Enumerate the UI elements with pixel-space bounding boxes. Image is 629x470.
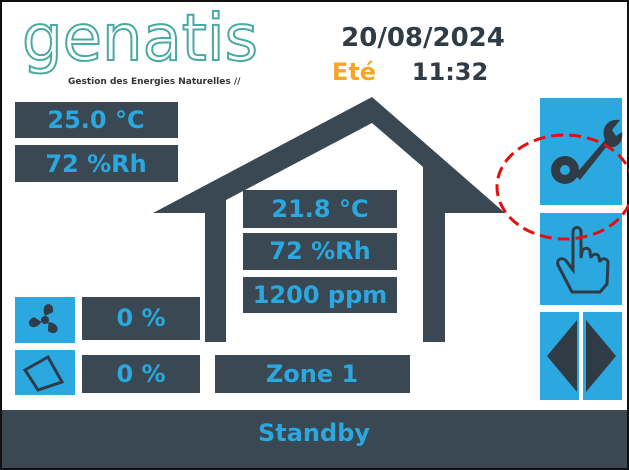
highlight-circle [495, 133, 629, 241]
settings-button[interactable] [540, 98, 623, 205]
status: Standby [258, 419, 370, 447]
season: Eté [332, 58, 376, 86]
logo: genatis [22, 2, 258, 76]
time: 11:32 [412, 58, 488, 86]
indoor-temp-box [243, 190, 397, 228]
navigation-button[interactable] [540, 312, 622, 400]
manual-button[interactable] [540, 213, 622, 305]
outdoor-temperature: 25.0 °C [47, 106, 144, 134]
zone: Zone 1 [266, 360, 358, 388]
indoor-humidity: 72 %Rh [269, 237, 370, 265]
fan-value: 0 % [116, 304, 165, 332]
indoor-temperature: 21.8 °C [271, 195, 368, 223]
indoor-hum-box [243, 233, 397, 270]
fan-icon [15, 297, 75, 343]
tagline: Gestion des Energies Naturelles // [68, 77, 241, 87]
zone-box[interactable] [215, 355, 410, 393]
outdoor-humidity: 72 %Rh [45, 150, 146, 178]
indoor-co2: 1200 ppm [253, 281, 388, 309]
outdoor-hum-box [15, 145, 178, 182]
date: 20/08/2024 [341, 23, 505, 53]
damper-box [82, 355, 200, 393]
damper-value: 0 % [116, 360, 165, 388]
outdoor-temp-box [15, 102, 178, 138]
fan-box [82, 297, 200, 340]
damper-icon [15, 350, 75, 395]
indoor-co2-box [243, 277, 397, 313]
status-bar [2, 410, 627, 468]
